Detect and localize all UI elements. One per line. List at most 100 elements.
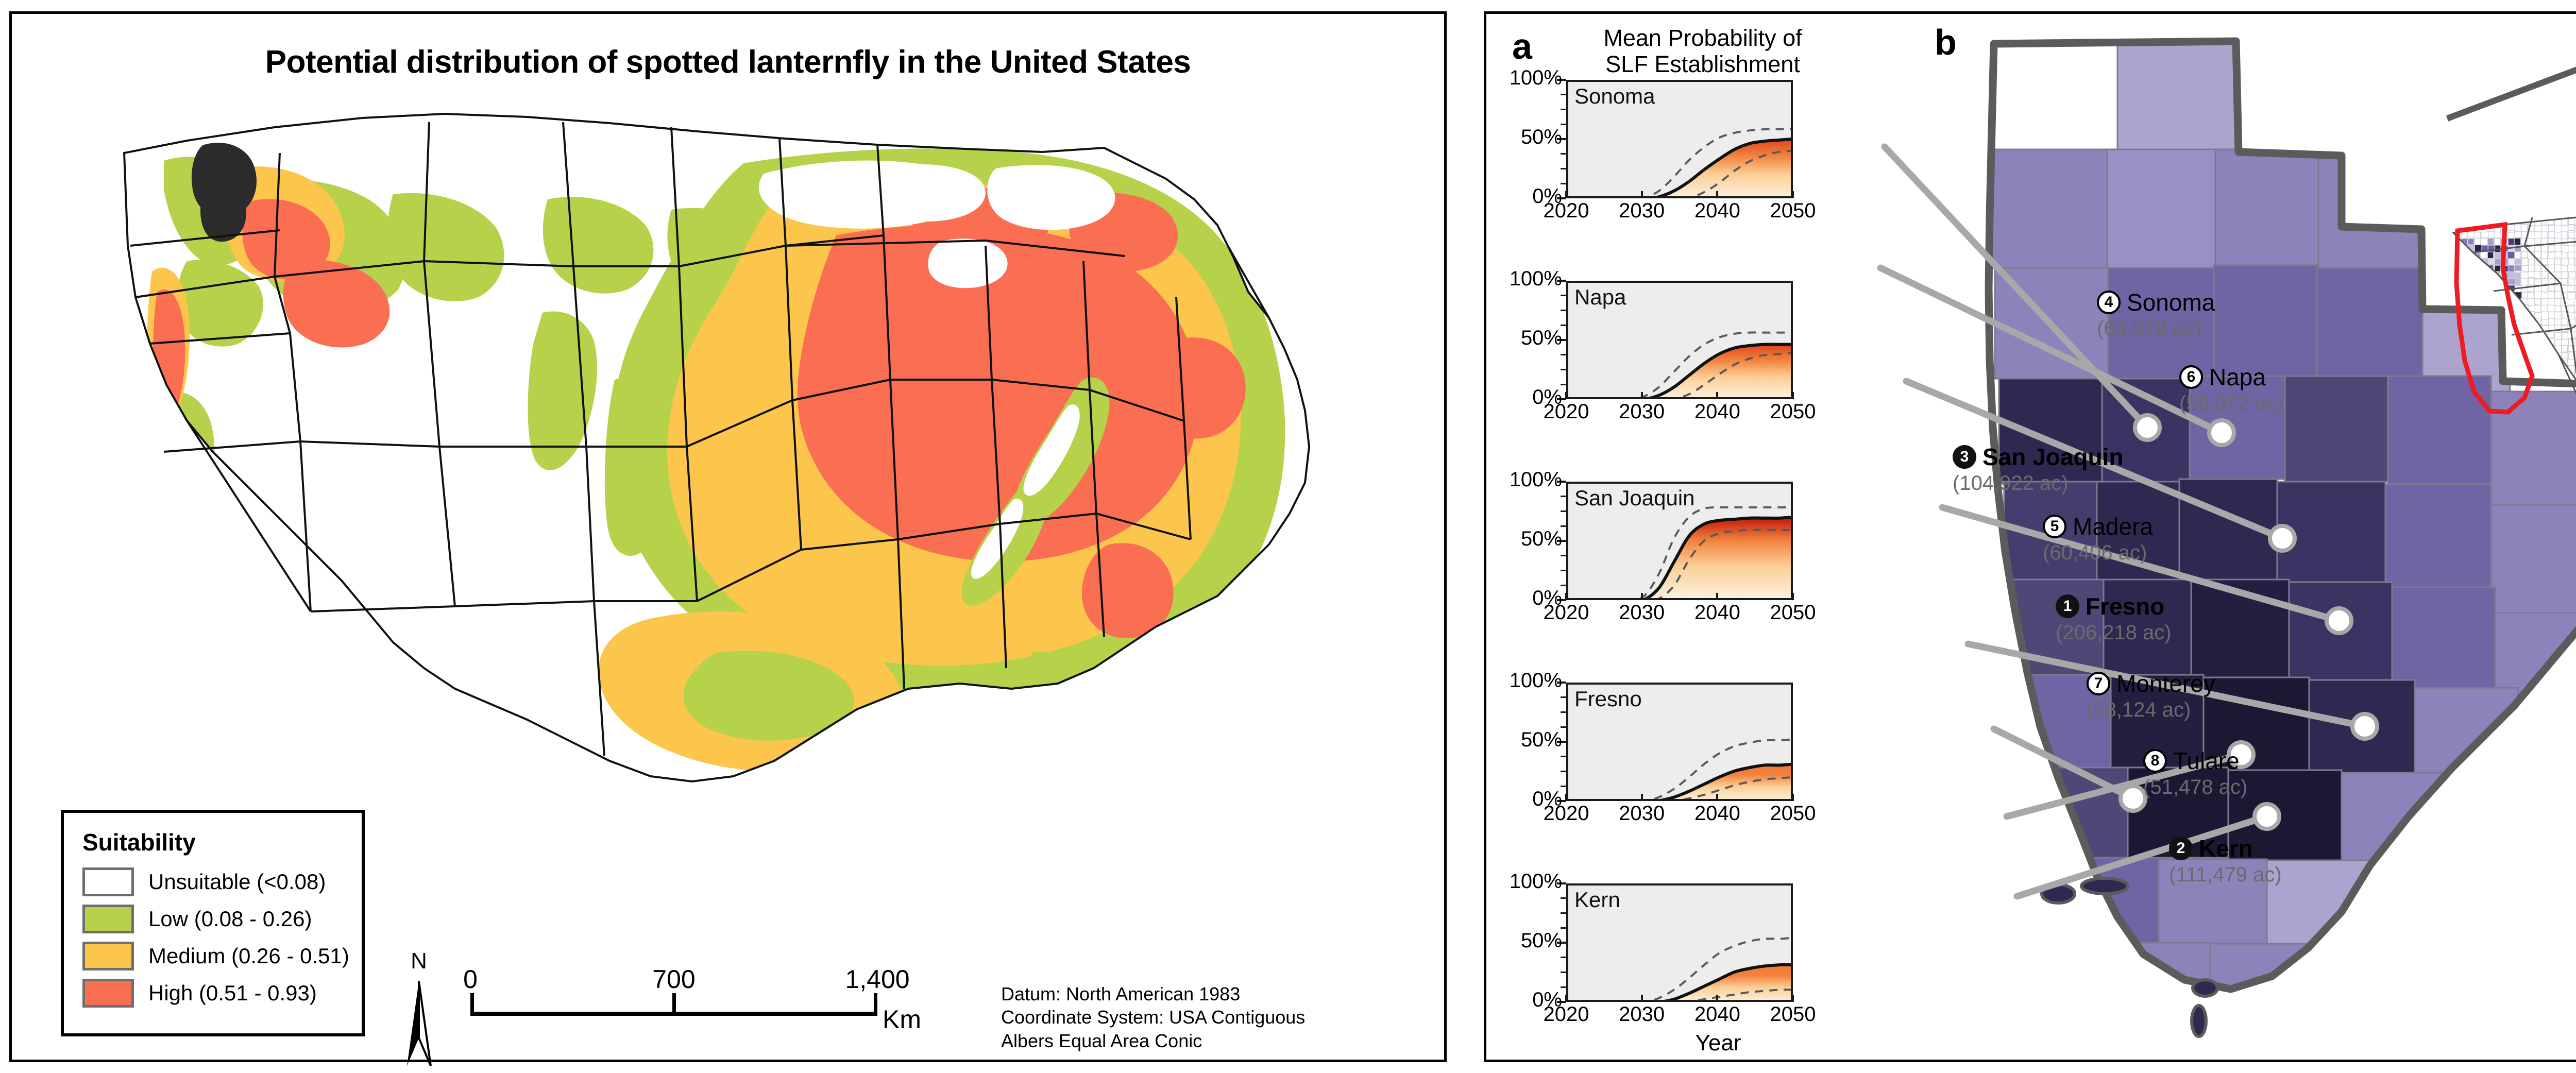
panel-a-heading-line1: Mean Probability of xyxy=(1603,25,1802,51)
legend-label-unsuitable: Unsuitable (<0.08) xyxy=(148,870,326,894)
county-chart-title: Napa xyxy=(1574,285,1626,309)
legend-label-medium: Medium (0.26 - 0.51) xyxy=(148,944,349,968)
chart-sonoma: 100% 50% 0% Sonoma xyxy=(1507,66,1816,229)
datum-line-3: Albers Equal Area Conic xyxy=(1001,1030,1202,1051)
callout-name-napa: Napa xyxy=(2209,364,2266,390)
california-choropleth-map xyxy=(1875,21,2576,1046)
y-tick-label: 50% xyxy=(1520,929,1562,952)
x-tick-label: 2040 xyxy=(1694,802,1740,825)
callout-acres-madera: (60,406 ac) xyxy=(2043,541,2147,564)
y-tick-label: 0% xyxy=(1532,788,1562,810)
y-tick-label: 0% xyxy=(1532,989,1562,1011)
plot-frame: Fresno xyxy=(1566,683,1793,801)
x-axis: 2020 2030 2040 2050 xyxy=(1544,995,1816,1033)
x-tick-label: 2030 xyxy=(1619,1003,1665,1026)
x-tick-label: 2020 xyxy=(1543,400,1589,423)
panel-a-letter: a xyxy=(1512,26,1532,66)
y-tick-label: 0% xyxy=(1532,185,1562,208)
plot-frame: Kern xyxy=(1566,883,1793,1002)
callout-acres-san-joaquin: (104,922 ac) xyxy=(1953,472,2069,495)
x-tick-label: 2020 xyxy=(1543,601,1589,624)
x-tick-label: 2030 xyxy=(1619,400,1665,423)
scalebar-tick-1400: 1,400 xyxy=(845,965,910,994)
legend-item-medium: Medium (0.26 - 0.51) xyxy=(82,942,349,970)
chart-san-joaquin: 100% 50% 0% San Joaquin xyxy=(1507,468,1816,631)
datum-note: Datum: North American 1983 Coordinate Sy… xyxy=(1001,982,1305,1052)
y-tick-label: 100% xyxy=(1509,468,1562,491)
legend-item-unsuitable: Unsuitable (<0.08) xyxy=(82,867,346,896)
callout-name-tulare: Tulare xyxy=(2173,747,2240,774)
callout-san-joaquin: 3 San Joaquin (104,922 ac) xyxy=(1953,443,2123,495)
y-tick-label: 100% xyxy=(1509,66,1562,89)
legend-label-high: High (0.51 - 0.93) xyxy=(148,981,317,1005)
x-axis: 2020 2030 2040 2050 xyxy=(1544,794,1816,832)
x-tick-label: 2020 xyxy=(1543,802,1589,825)
plot-area: 100% 50% 0% Fresno xyxy=(1510,669,1793,810)
legend-swatch-low xyxy=(82,905,134,933)
legend-item-high: High (0.51 - 0.93) xyxy=(82,979,346,1008)
us-inset-map xyxy=(2442,206,2576,525)
callout-acres-napa: (58,972 ac) xyxy=(2179,392,2284,415)
y-tick-label: 50% xyxy=(1520,527,1562,550)
callout-tulare: 8 Tulare (51,478 ac) xyxy=(2143,747,2247,799)
callout-name-fresno: Fresno xyxy=(2086,593,2165,620)
y-tick-label: 50% xyxy=(1520,728,1562,751)
north-arrow-label: N xyxy=(411,948,427,974)
chart-napa: 100% 50% 0% Napa xyxy=(1507,267,1816,430)
us-suitability-panel: Potential distribution of spotted lanter… xyxy=(9,11,1447,1066)
callout-madera: 5 Madera (60,406 ac) xyxy=(2043,513,2153,565)
x-tick-label: 2020 xyxy=(1543,1003,1589,1026)
suitability-legend: Suitability Unsuitable (<0.08) Low (0.08… xyxy=(61,810,365,1036)
callout-monterey: 7 Monterey (58,124 ac) xyxy=(2087,670,2215,722)
x-tick-label: 2050 xyxy=(1770,1003,1816,1026)
callout-sonoma: 4 Sonoma (63,979 ac) xyxy=(2097,288,2215,340)
y-tick-label: 0% xyxy=(1532,587,1562,609)
callout-kern: 2 Kern (111,479 ac) xyxy=(2169,834,2282,887)
x-tick-label: 2050 xyxy=(1770,601,1816,624)
county-chart-title: San Joaquin xyxy=(1574,486,1695,510)
plot-area: 100% 50% 0% San Joaquin xyxy=(1510,468,1793,609)
legend-swatch-unsuitable xyxy=(82,867,134,896)
callout-name-sonoma: Sonoma xyxy=(2127,289,2215,316)
rank-badge-napa: 6 xyxy=(2179,365,2203,389)
legend-title: Suitability xyxy=(82,829,196,856)
x-tick-label: 2040 xyxy=(1694,601,1740,624)
x-tick-label: 2030 xyxy=(1619,802,1665,825)
rank-badge-sonoma: 4 xyxy=(2097,291,2121,314)
callout-acres-monterey: (58,124 ac) xyxy=(2087,699,2191,721)
x-tick-label: 2050 xyxy=(1770,802,1816,825)
rank-badge-san-joaquin: 3 xyxy=(1953,445,1976,469)
scalebar-tick-700: 700 xyxy=(652,965,696,994)
county-chart-title: Sonoma xyxy=(1574,84,1655,108)
legend-swatch-medium xyxy=(82,942,134,970)
us-map-svg xyxy=(123,112,1311,783)
us-inset-svg xyxy=(2451,213,2576,492)
county-chart-title: Kern xyxy=(1574,888,1620,912)
callout-acres-fresno: (206,218 ac) xyxy=(2056,621,2172,644)
y-tick-label: 100% xyxy=(1509,669,1562,692)
chart-fresno: 100% 50% 0% Fresno xyxy=(1507,669,1816,832)
panel-a-x-axis-title: Year xyxy=(1695,1030,1741,1055)
north-arrow: N xyxy=(391,948,447,1070)
california-map-svg xyxy=(1877,37,2576,1038)
plot-area: 100% 50% 0% Sonoma xyxy=(1510,66,1793,208)
legend-label-low: Low (0.08 - 0.26) xyxy=(148,907,312,931)
page-title: Potential distribution of spotted lanter… xyxy=(265,44,1191,80)
scalebar-tick-0: 0 xyxy=(463,965,478,994)
callout-name-madera: Madera xyxy=(2073,513,2153,540)
rank-badge-tulare: 8 xyxy=(2143,749,2167,773)
callout-acres-tulare: (51,478 ac) xyxy=(2143,776,2248,798)
x-tick-label: 2040 xyxy=(1694,199,1740,222)
rank-badge-monterey: 7 xyxy=(2087,672,2110,695)
chart-kern: 100% 50% 0% Kern xyxy=(1507,870,1816,1033)
x-tick-label: 2040 xyxy=(1694,1003,1740,1026)
us-suitability-map xyxy=(32,91,1423,864)
x-tick-label: 2040 xyxy=(1694,400,1740,423)
plot-frame: Napa xyxy=(1566,281,1793,399)
legend-item-low: Low (0.08 - 0.26) xyxy=(82,905,346,933)
x-tick-label: 2020 xyxy=(1543,199,1589,222)
callout-name-san-joaquin: San Joaquin xyxy=(1982,444,2124,470)
callout-name-monterey: Monterey xyxy=(2116,670,2215,697)
plot-frame: Sonoma xyxy=(1566,80,1793,198)
scalebar-mark-right xyxy=(874,993,877,1016)
